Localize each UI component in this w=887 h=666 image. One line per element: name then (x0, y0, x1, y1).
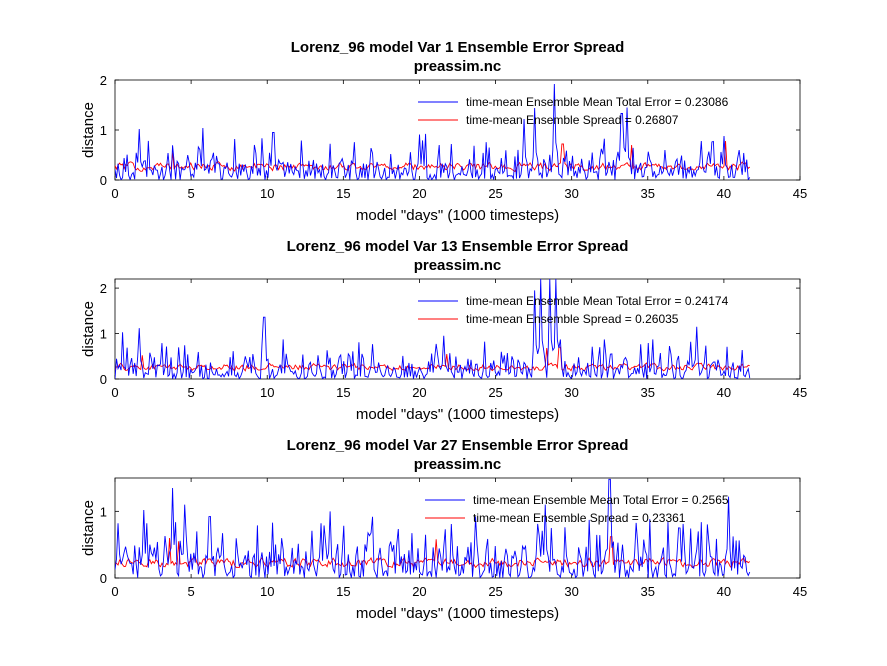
x-tick-label: 15 (336, 385, 350, 400)
x-tick-label: 40 (717, 584, 731, 599)
x-tick-label: 0 (111, 385, 118, 400)
y-tick-label: 1 (100, 504, 107, 519)
x-tick-label: 35 (641, 385, 655, 400)
chart-subtitle: preassim.nc (414, 257, 502, 274)
y-tick-label: 1 (100, 327, 107, 342)
series-line-spread (115, 140, 751, 173)
x-tick-label: 15 (336, 584, 350, 599)
x-tick-label: 5 (187, 385, 194, 400)
x-tick-label: 30 (564, 186, 578, 201)
x-tick-label: 30 (564, 385, 578, 400)
chart-panel-1: Lorenz_96 model Var 1 Ensemble Error Spr… (80, 39, 807, 224)
x-tick-label: 35 (641, 186, 655, 201)
x-tick-label: 10 (260, 584, 274, 599)
x-tick-label: 45 (793, 385, 807, 400)
x-tick-label: 40 (717, 186, 731, 201)
x-axis-label: model "days" (1000 timesteps) (356, 605, 559, 622)
x-tick-label: 15 (336, 186, 350, 201)
chart-title: Lorenz_96 model Var 13 Ensemble Error Sp… (287, 238, 629, 255)
x-tick-label: 25 (488, 186, 502, 201)
legend-entry: time-mean Ensemble Spread = 0.23361 (473, 511, 686, 525)
y-tick-label: 2 (100, 73, 107, 88)
series-line-error (115, 478, 751, 578)
x-tick-label: 5 (187, 584, 194, 599)
legend-entry: time-mean Ensemble Mean Total Error = 0.… (473, 493, 729, 507)
series-line-error (115, 83, 751, 180)
x-axis-label: model "days" (1000 timesteps) (356, 207, 559, 224)
legend-entry: time-mean Ensemble Mean Total Error = 0.… (466, 294, 729, 308)
series-line-error (115, 279, 751, 379)
x-tick-label: 45 (793, 584, 807, 599)
chart-title: Lorenz_96 model Var 1 Ensemble Error Spr… (291, 39, 624, 56)
chart-panel-3: Lorenz_96 model Var 27 Ensemble Error Sp… (80, 437, 807, 622)
y-axis-label: distance (80, 301, 97, 357)
x-tick-label: 20 (412, 385, 426, 400)
chart-subtitle: preassim.nc (414, 58, 502, 75)
x-tick-label: 35 (641, 584, 655, 599)
x-tick-label: 40 (717, 385, 731, 400)
plot-area-frame (114, 278, 801, 380)
x-tick-label: 20 (412, 584, 426, 599)
x-tick-label: 25 (488, 385, 502, 400)
chart-title: Lorenz_96 model Var 27 Ensemble Error Sp… (287, 437, 629, 454)
x-axis-label: model "days" (1000 timesteps) (356, 406, 559, 423)
legend-entry: time-mean Ensemble Spread = 0.26035 (466, 312, 679, 326)
legend-entry: time-mean Ensemble Spread = 0.26807 (466, 113, 679, 127)
y-axis-label: distance (80, 500, 97, 556)
legend-entry: time-mean Ensemble Mean Total Error = 0.… (466, 95, 729, 109)
y-tick-label: 1 (100, 123, 107, 138)
x-tick-label: 45 (793, 186, 807, 201)
chart-subtitle: preassim.nc (414, 456, 502, 473)
x-tick-label: 25 (488, 584, 502, 599)
x-tick-label: 0 (111, 584, 118, 599)
x-tick-label: 0 (111, 186, 118, 201)
chart-panel-2: Lorenz_96 model Var 13 Ensemble Error Sp… (80, 238, 807, 423)
x-tick-label: 10 (260, 186, 274, 201)
y-tick-label: 0 (100, 173, 107, 188)
x-tick-label: 10 (260, 385, 274, 400)
x-tick-label: 20 (412, 186, 426, 201)
y-axis-label: distance (80, 102, 97, 158)
plot-area-frame (114, 477, 801, 579)
y-tick-label: 0 (100, 372, 107, 387)
x-tick-label: 30 (564, 584, 578, 599)
x-tick-label: 5 (187, 186, 194, 201)
y-tick-label: 0 (100, 571, 107, 586)
y-tick-label: 2 (100, 281, 107, 296)
